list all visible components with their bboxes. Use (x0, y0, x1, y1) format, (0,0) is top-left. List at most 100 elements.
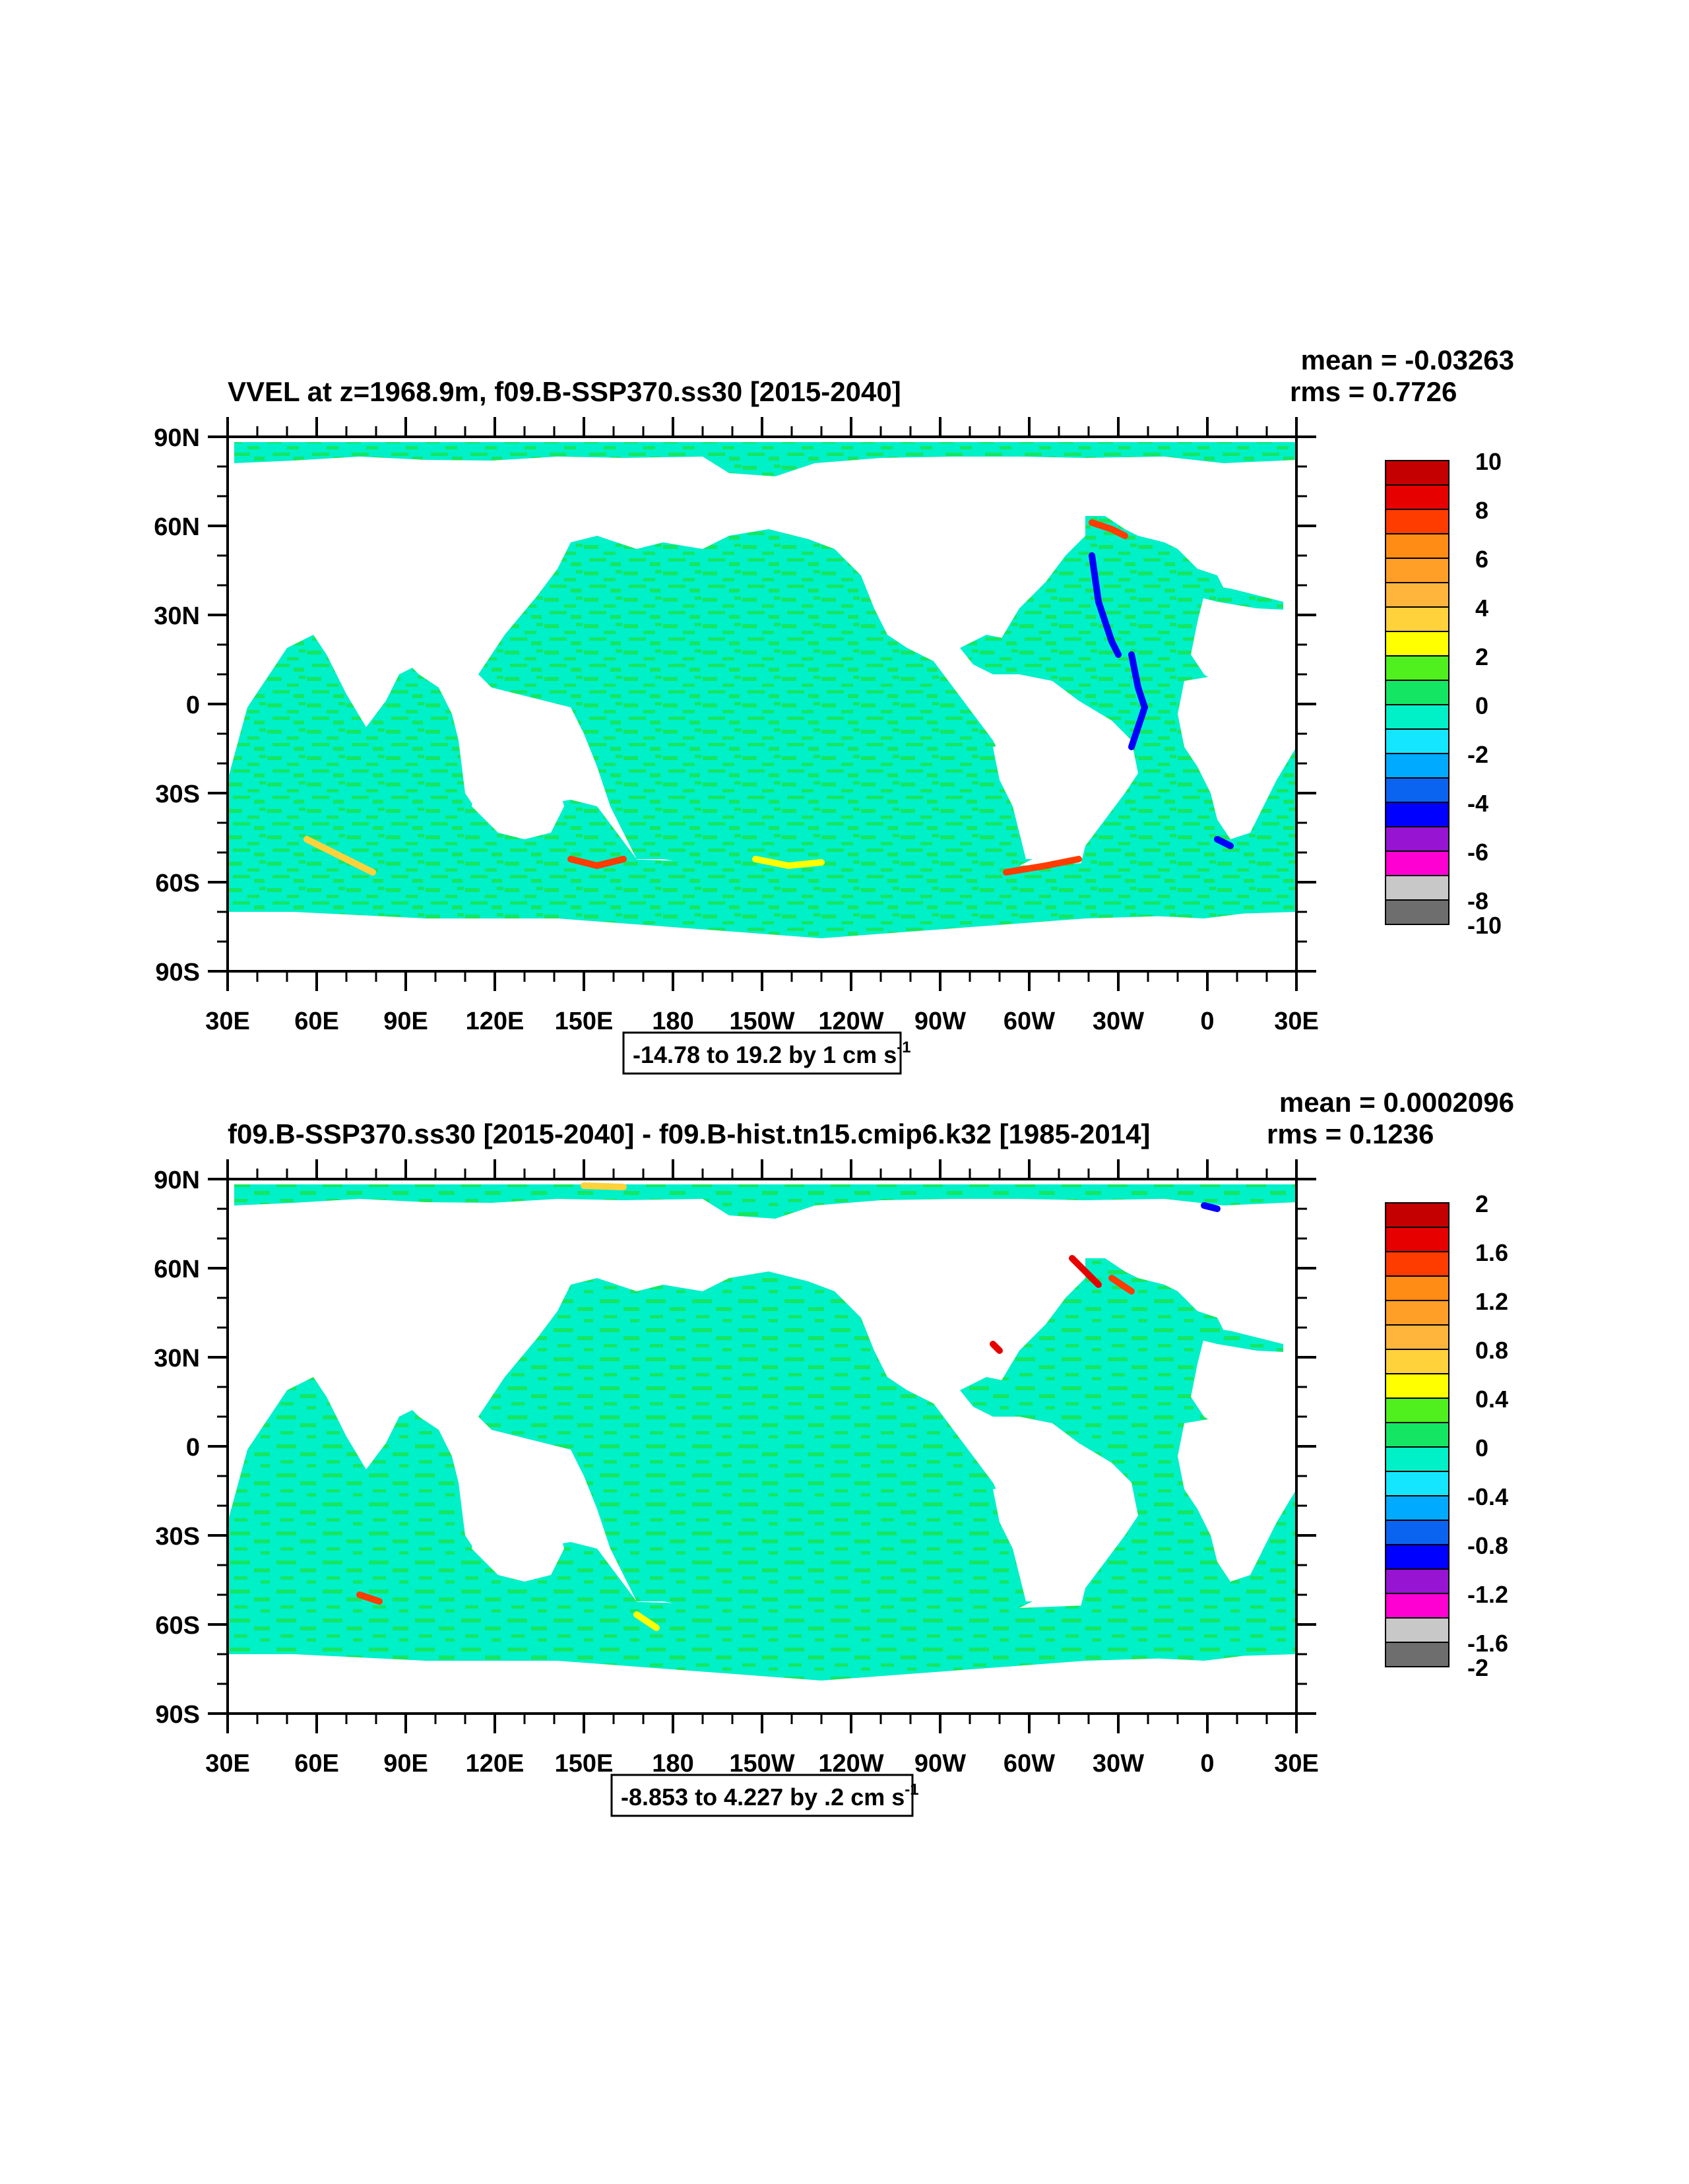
lon-tick-label: 150W (729, 1008, 794, 1035)
colorbar-swatch (1385, 460, 1450, 486)
colorbar-swatch (1385, 1471, 1450, 1496)
colorbar-swatch (1385, 1544, 1450, 1570)
lon-tick-label: 60E (294, 1008, 339, 1035)
colorbar-swatch (1385, 1349, 1450, 1374)
colorbar-swatch (1385, 777, 1450, 803)
colorbar-swatch (1385, 1324, 1450, 1350)
colorbar-swatch (1385, 582, 1450, 608)
ocean-field (228, 437, 1296, 971)
lat-tick-label: 60N (154, 513, 200, 541)
lon-tick-label: 180 (652, 1008, 693, 1035)
contour-range-box: -8.853 to 4.227 by .2 cm s-1 (610, 1774, 919, 1817)
colorbar-swatch (1385, 558, 1450, 583)
colorbar-swatch (1385, 1373, 1450, 1399)
colorbar-swatch (1385, 1397, 1450, 1423)
colorbar-label: 4 (1475, 594, 1488, 622)
colorbar-label: -4 (1467, 790, 1488, 817)
colorbar-swatch (1385, 533, 1450, 559)
colorbar-label: 0.8 (1475, 1337, 1508, 1364)
colorbar-swatch (1385, 1617, 1450, 1643)
lon-tick-label: 30E (205, 1008, 250, 1035)
colorbar-swatch (1385, 484, 1450, 510)
colorbar-label: 6 (1475, 546, 1488, 573)
contour-range-box: -14.78 to 19.2 by 1 cm s-1 (622, 1031, 911, 1075)
lat-tick-label: 30N (154, 1345, 200, 1372)
lat-tick-label: 0 (186, 1434, 200, 1461)
ocean-field (228, 1179, 1296, 1714)
lat-tick-label: 30S (155, 781, 200, 808)
lat-tick-label: 60N (154, 1256, 200, 1283)
lat-tick-label: 30S (155, 1523, 200, 1551)
colorbar-label: 1.6 (1475, 1239, 1508, 1266)
lon-tick-label: 120W (818, 1750, 883, 1778)
lon-tick-label: 0 (1200, 1008, 1214, 1035)
colorbar-swatch (1385, 753, 1450, 779)
lon-tick-label: 150W (729, 1750, 794, 1778)
lon-tick-label: 60W (1004, 1008, 1055, 1035)
lon-tick-label: 120E (466, 1750, 525, 1778)
lon-axis: 30E 60E 90E 120E 150E 180 150W 120W 90W 60W 30W 0 30… (205, 1159, 1319, 1778)
map-panel-1: VVEL at z=1968.9m, f09.B-SSP370.ss30 [20… (154, 344, 1514, 1075)
colorbar-swatch (1385, 899, 1450, 925)
colorbar-swatch (1385, 1568, 1450, 1594)
colorbar-label: -1.2 (1467, 1581, 1508, 1608)
lon-tick-label: 30E (1274, 1750, 1319, 1778)
colorbar-swatch (1385, 631, 1450, 657)
lat-tick-label: 60S (155, 1612, 200, 1640)
colorbar-swatch (1385, 1275, 1450, 1301)
lat-tick-label: 0 (186, 691, 200, 719)
lat-tick-label: 60S (155, 870, 200, 897)
anomaly-features (356, 1182, 1221, 1631)
lon-tick-label: 120E (466, 1008, 525, 1035)
lon-tick-label: 90E (383, 1750, 428, 1778)
lat-tick-label: 90N (154, 424, 200, 452)
colorbar-swatch (1385, 1446, 1450, 1472)
lon-tick-label: 90W (914, 1750, 966, 1778)
lon-tick-label: 60E (294, 1750, 339, 1778)
colorbar-swatch (1385, 704, 1450, 730)
colorbar-label: -0.8 (1467, 1532, 1508, 1559)
colorbar-label: -8 (1467, 887, 1488, 915)
lat-tick-label: 90S (155, 959, 200, 986)
lat-tick-label: 90S (155, 1701, 200, 1729)
colorbar-swatch (1385, 728, 1450, 754)
lon-tick-label: 150E (555, 1008, 614, 1035)
mean-label: mean = 0.0002096 (1279, 1087, 1514, 1118)
colorbar-label: -6 (1467, 839, 1488, 866)
rms-label: rms = 0.7726 (1290, 376, 1457, 407)
colorbar-swatch (1385, 1520, 1450, 1545)
lat-axis: 90N 60N 30N 0 30S 60S 90S (154, 424, 1316, 986)
colorbar-swatch (1385, 1202, 1450, 1228)
lat-tick-label: 30N (154, 602, 200, 630)
colorbar-label: -2 (1467, 741, 1488, 768)
colorbar-label: 1.2 (1475, 1288, 1508, 1315)
lon-tick-label: 30E (205, 1750, 250, 1778)
colorbar-label: 2 (1475, 643, 1488, 670)
contour-range-text: -14.78 to 19.2 by 1 cm s-1 (633, 1039, 911, 1068)
colorbar: 10 8 6 4 2 0 -2 -4 -6 -8-10 (1385, 448, 1502, 939)
lon-tick-label: 30W (1093, 1008, 1144, 1035)
lon-tick-label: 90W (914, 1008, 966, 1035)
lon-tick-label: 120W (818, 1008, 883, 1035)
colorbar-swatch (1385, 1422, 1450, 1448)
colorbar-swatch (1385, 826, 1450, 852)
colorbar: 2 1.6 1.2 0.8 0.4 0 -0.4 -0.8 -1.2 -1.6-2 (1385, 1190, 1508, 1681)
colorbar-swatch (1385, 1495, 1450, 1521)
colorbar-swatch (1385, 875, 1450, 901)
colorbar-swatch (1385, 1227, 1450, 1252)
colorbar-label: 8 (1475, 497, 1488, 524)
colorbar-swatch (1385, 851, 1450, 876)
colorbar-swatch (1385, 1642, 1450, 1667)
lon-axis: 30E 60E 90E 120E 150E 180 150W 120W 90W 60W 30W 0 30… (205, 417, 1319, 1035)
map-panel-2: f09.B-SSP370.ss30 [2015-2040] - f09.B-hi… (154, 1087, 1514, 1817)
colorbar-swatch (1385, 606, 1450, 632)
lon-tick-label: 0 (1200, 1750, 1214, 1778)
lon-tick-label: 30E (1274, 1008, 1319, 1035)
lon-tick-label: 60W (1004, 1750, 1055, 1778)
lat-axis: 90N 60N 30N 0 30S 60S 90S (154, 1167, 1316, 1729)
lat-tick-label: 90N (154, 1167, 200, 1194)
colorbar-label: 0 (1475, 1434, 1488, 1461)
colorbar-swatch (1385, 1593, 1450, 1619)
anomaly-features (303, 519, 1234, 876)
